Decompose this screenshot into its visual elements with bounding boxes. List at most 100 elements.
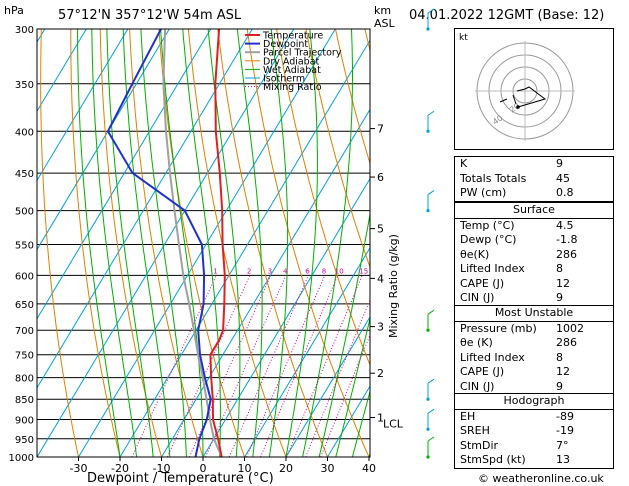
pressure-tick-label: 800 [15,374,34,385]
location-title: 57°12'N 357°12'W 54m ASL [58,8,242,23]
most-unstable-value: 9 [556,379,563,393]
km-tick-label: 7 [377,123,384,136]
surface-title: Surface [455,203,613,219]
pressure-tick-label: 700 [15,326,34,337]
wind-barbs [426,8,435,459]
pressure-tick-label: 850 [15,395,34,406]
pressure-unit: hPa [4,4,24,17]
wind-barb-flag [427,309,435,315]
wind-barb-dot [426,397,430,401]
mixing-ratio-label: 8 [322,267,326,275]
height-unit-asl: ASL [374,17,396,30]
wet-adiabat [182,29,221,457]
mixing-ratio-label: 4 [283,267,288,275]
x-tick-label: 40 [362,462,376,475]
copyright: © weatheronline.co.uk [478,472,604,485]
wind-barb-dot [426,455,430,459]
isotherm-line [37,29,295,457]
dry-adiabat [129,29,204,457]
wind-barb-dot [426,129,430,133]
x-axis-title: Dewpoint / Temperature (°C) [87,471,274,486]
surface-value: 286 [556,247,577,261]
dry-adiabat [305,29,370,269]
mixing-ratio-label: 10 [335,267,344,275]
wet-adiabat [285,29,318,457]
pressure-tick-label: 350 [15,80,34,91]
legend-label: Dewpoint [263,39,308,50]
dry-adiabat [187,29,287,457]
lcl-label: LCL [383,417,404,430]
wet-adiabat [268,29,289,457]
hodograph-row: SREH -19 [455,424,613,439]
surface-row: CAPE (J) 12 [455,277,613,292]
pressure-tick-label: 1000 [9,453,34,464]
wind-barb-dot [426,328,430,332]
most-unstable-key: CIN (J) [460,379,495,393]
index-row-tt: Totals Totals 45 [460,171,570,185]
mixing-ratio-label: 2 [247,267,251,275]
most-unstable-key: θe (K) [460,336,493,349]
surface-value: -1.8 [556,233,578,246]
x-tick-label: 10 [238,462,252,475]
hodograph-row: StmSpd (kt) 13 [455,453,613,468]
x-tick-label: -30 [70,462,88,475]
hodograph-value: 13 [556,453,570,466]
hodograph-value: -89 [556,409,574,423]
plot-frame [36,28,371,458]
datetime-label: 04.01.2022 12GMT (Base: 12) [409,8,604,23]
dry-adiabat [158,29,245,457]
wet-adiabat [122,29,171,457]
pressure-tick-label: 600 [15,271,34,282]
hodograph-trace [516,86,547,108]
surface-key: Lifted Index [460,262,525,275]
km-tick-label: 3 [377,321,384,334]
legend-label: Wet Adiabat [263,65,321,76]
dry-adiabat [246,29,370,457]
most-unstable-row: CIN (J) 9 [455,380,613,395]
most-unstable-key: Lifted Index [460,350,525,364]
most-unstable-key: Pressure (mb) [460,321,537,335]
pressure-tick-label: 650 [15,300,34,311]
wet-adiabat [351,389,370,457]
most-unstable-row: CAPE (J) 12 [455,365,613,380]
pressure-tick-label: 400 [15,127,34,138]
most-unstable-key: CAPE (J) [460,365,505,378]
mixing-ratio-label: 1 [213,267,217,275]
wet-adiabat [302,29,353,457]
km-tick-label: 5 [377,223,384,236]
isotherm-line [285,316,370,457]
height-unit-km: km [374,4,391,17]
hodograph-unit: kt [459,33,468,43]
hodograph-value: 7° [556,438,569,452]
wind-barb-flag [427,436,435,442]
wind-barb-dot [426,427,430,431]
isotherm-line [37,29,170,251]
legend-label: Isotherm [263,74,305,85]
wet-adiabat [106,29,154,457]
most-unstable-table: Most Unstable Pressure (mb) 1002 θe (K) 286… [454,305,614,395]
x-tick-label: 0 [200,462,207,475]
surface-key: CIN (J) [460,291,495,304]
most-unstable-title: Most Unstable [455,306,613,322]
most-unstable-row: Pressure (mb) 1002 [455,322,613,337]
hodo-arrow-2 [512,94,517,105]
km-tick-label: 4 [377,272,384,285]
mixing-ratio-line [246,275,326,457]
wet-adiabat [160,29,204,457]
dry-adiabat [99,29,162,457]
hodograph-row: EH -89 [455,410,613,425]
temperature-line [209,29,226,457]
surface-value: 12 [556,276,570,290]
isotherm-line [37,29,129,182]
index-row-pw: PW (cm) 0.8 [460,186,574,199]
wind-barb-dot [426,27,430,31]
km-tick-label: 2 [377,367,384,380]
isotherm-line [37,29,87,113]
surface-value: 4.5 [556,218,574,232]
wet-adiabat [140,29,187,457]
dewpoint-line [106,29,212,457]
hodograph-value: -19 [556,424,574,437]
hodo-storm-motion [516,105,520,109]
